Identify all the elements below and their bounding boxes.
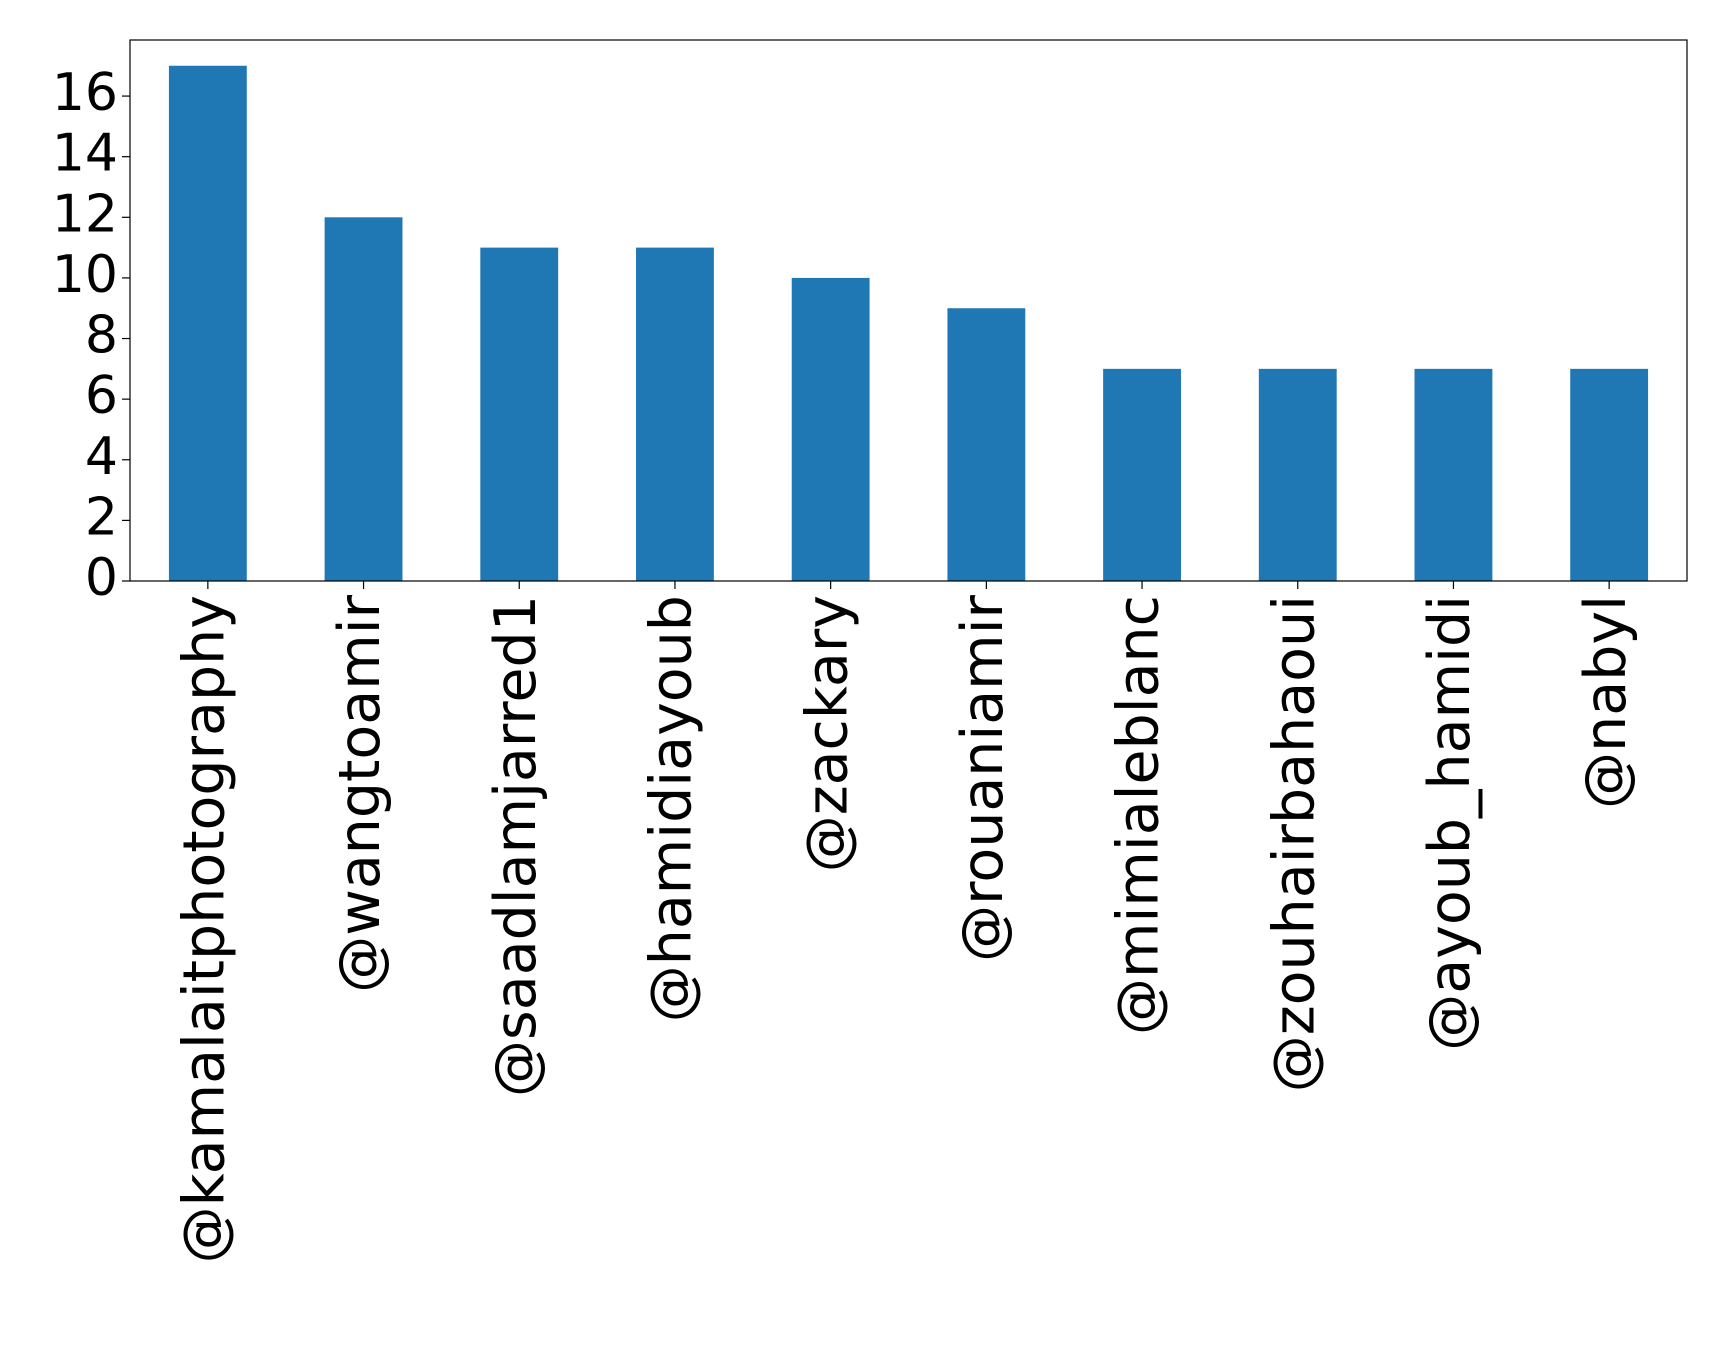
bar bbox=[947, 308, 1026, 581]
y-tick-label: 4 bbox=[85, 427, 118, 487]
bar bbox=[636, 247, 714, 581]
x-tick-label: @wangtoamir bbox=[327, 594, 393, 992]
bar bbox=[1103, 368, 1181, 581]
x-tick-label: @nabyl bbox=[1573, 595, 1639, 809]
bar bbox=[324, 217, 403, 581]
x-tick-label: @zouhairbahaoui bbox=[1261, 595, 1327, 1092]
y-tick-label: 16 bbox=[52, 63, 118, 123]
bar bbox=[168, 65, 247, 581]
bar bbox=[1570, 368, 1649, 581]
bar bbox=[1414, 368, 1493, 581]
plot-frame bbox=[129, 39, 1688, 582]
y-tick-label: 2 bbox=[85, 487, 118, 547]
x-tick-label: @rouaniamir bbox=[950, 594, 1016, 961]
y-tick-label: 6 bbox=[85, 366, 118, 426]
x-tick-label: @saadlamjarred1 bbox=[483, 595, 549, 1097]
bar bbox=[1258, 368, 1337, 581]
x-tick-label: @mimialeblanc bbox=[1106, 595, 1172, 1035]
y-tick-label: 0 bbox=[85, 548, 118, 608]
x-tick-label: @ayoub_hamidi bbox=[1417, 595, 1483, 1051]
x-tick-label: @zackary bbox=[794, 595, 860, 872]
y-tick-label: 10 bbox=[52, 245, 118, 305]
x-tick-label: @kamalaitphotography bbox=[171, 595, 237, 1263]
y-tick-label: 8 bbox=[85, 306, 118, 366]
bar bbox=[480, 247, 559, 581]
x-tick-label: @hamidiayoub bbox=[639, 595, 705, 1022]
y-tick-label: 14 bbox=[52, 124, 118, 184]
y-tick-label: 12 bbox=[52, 184, 118, 244]
bar bbox=[791, 277, 870, 581]
